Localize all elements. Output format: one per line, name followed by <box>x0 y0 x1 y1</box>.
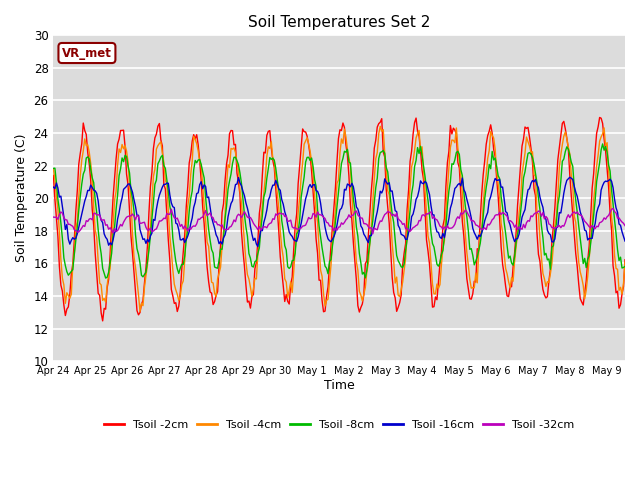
Title: Soil Temperatures Set 2: Soil Temperatures Set 2 <box>248 15 430 30</box>
X-axis label: Time: Time <box>324 379 355 392</box>
Legend: Tsoil -2cm, Tsoil -4cm, Tsoil -8cm, Tsoil -16cm, Tsoil -32cm: Tsoil -2cm, Tsoil -4cm, Tsoil -8cm, Tsoi… <box>100 416 579 434</box>
Y-axis label: Soil Temperature (C): Soil Temperature (C) <box>15 134 28 263</box>
Text: VR_met: VR_met <box>62 47 112 60</box>
